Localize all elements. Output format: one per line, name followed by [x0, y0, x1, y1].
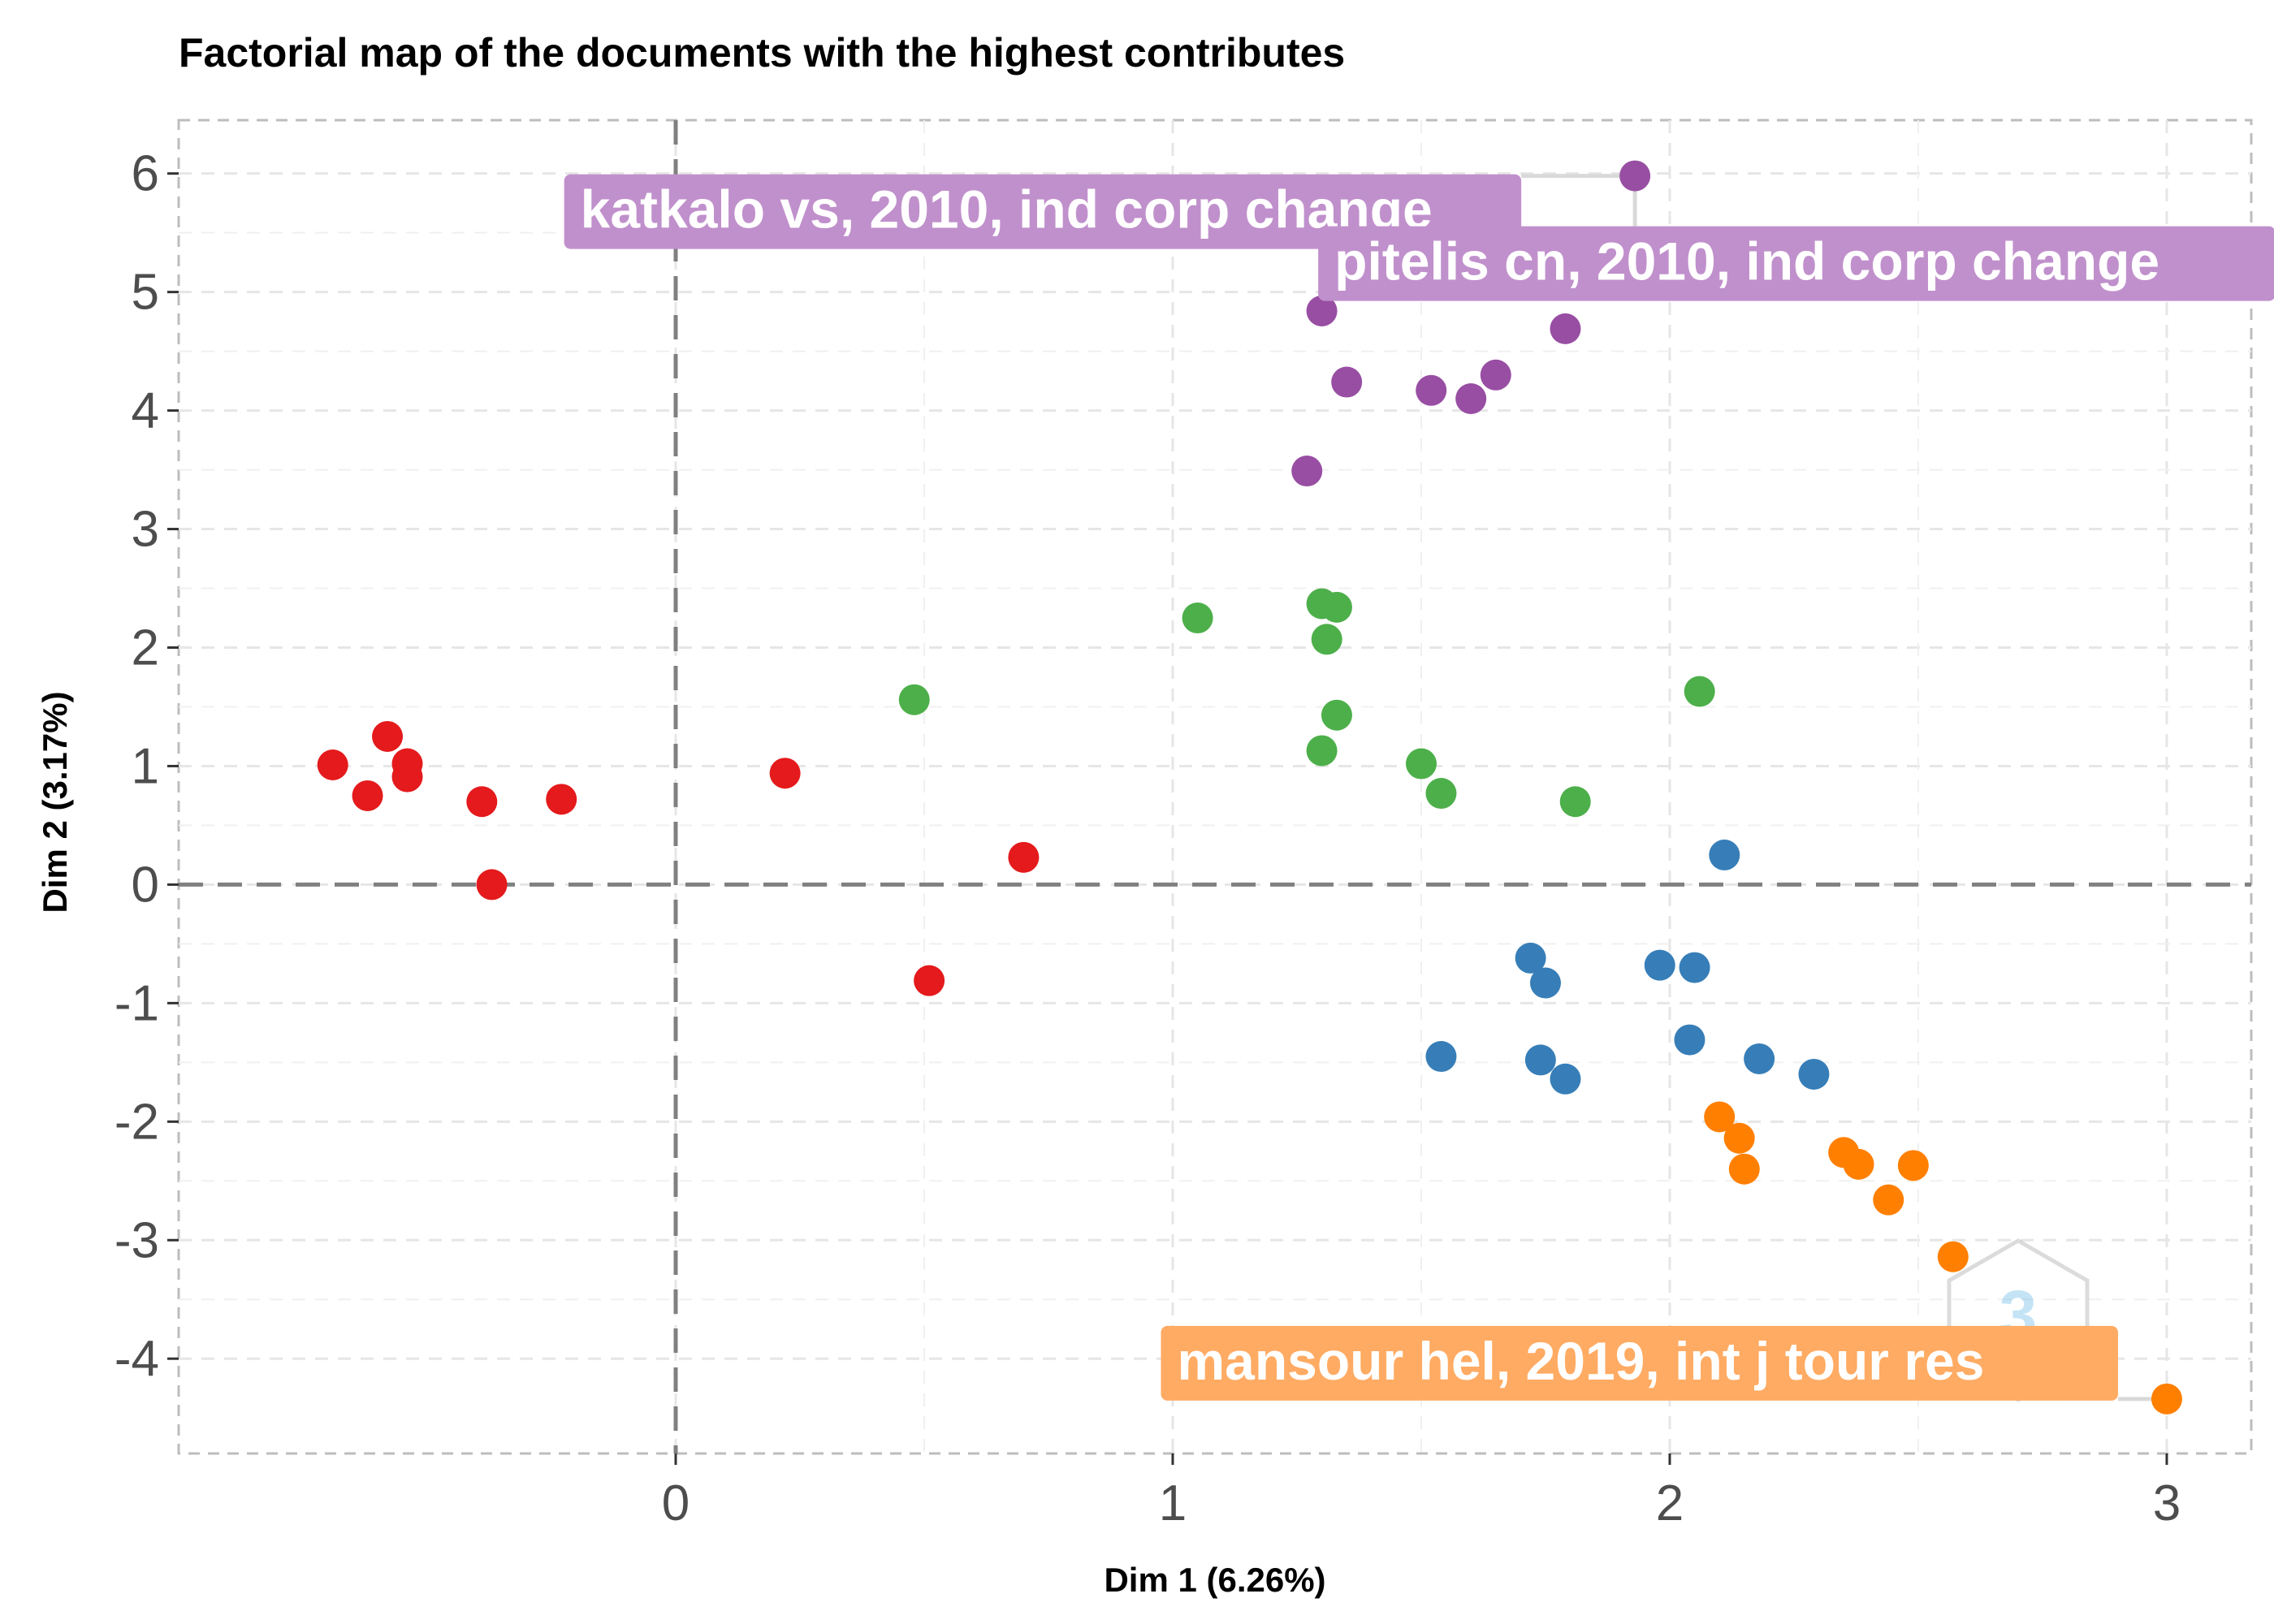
data-point: [1843, 1148, 1874, 1180]
chart-title: Factorial map of the documents with the …: [179, 30, 1346, 76]
data-point: [1321, 699, 1352, 731]
y-tick-label: -3: [115, 1212, 159, 1268]
data-point: [1416, 374, 1447, 406]
axes: 0 1 2 3 -4 -3 -2 -1 0 1 2 3 4 5 6: [115, 146, 2181, 1531]
data-point: [1644, 949, 1675, 981]
data-point: [1550, 1063, 1581, 1095]
x-tick-label: 2: [1656, 1475, 1684, 1531]
y-tick-label: -4: [115, 1331, 159, 1387]
y-tick-label: 0: [132, 857, 159, 913]
data-point: [1674, 1024, 1706, 1056]
y-tick-label: 3: [132, 502, 159, 558]
data-point: [1873, 1184, 1904, 1216]
annotation-labels: katkalo vs, 2010, ind corp changepitelis…: [564, 174, 2274, 1401]
data-point: [1008, 841, 1040, 873]
data-point: [1709, 839, 1740, 870]
grid-lines: [177, 119, 2253, 1455]
data-point: [769, 758, 801, 789]
x-axis-title: Dim 1 (6.26%): [1104, 1561, 1325, 1599]
plot-panel-border: [177, 119, 2253, 1455]
data-point: [1425, 1041, 1457, 1073]
data-point: [1619, 160, 1651, 192]
data-point: [1455, 382, 1487, 414]
data-point: [391, 761, 423, 793]
data-point: [1306, 735, 1338, 767]
data-point: [1306, 295, 1338, 326]
data-point: [914, 965, 945, 996]
data-point: [1728, 1153, 1760, 1185]
data-point: [476, 869, 508, 901]
data-point: [352, 780, 383, 811]
data-point: [1425, 778, 1457, 810]
data-point: [1480, 359, 1511, 391]
data-point: [1723, 1122, 1755, 1154]
data-point: [1331, 366, 1363, 398]
y-axis-title: Dim 2 (3.17%): [36, 691, 74, 913]
data-point: [1529, 967, 1561, 999]
data-point: [546, 784, 577, 815]
data-point: [1182, 603, 1213, 634]
reference-lines: [179, 120, 2251, 1453]
annotation-label-box: [564, 174, 1522, 249]
data-point: [1744, 1043, 1775, 1074]
annotation-label-text: pitelis cn, 2010, ind corp change: [1334, 231, 2159, 292]
data-point: [372, 720, 404, 752]
data-point: [1704, 1101, 1736, 1133]
data-point: [1937, 1241, 1969, 1272]
data-point: [1897, 1150, 1929, 1181]
x-tick-label: 3: [2153, 1475, 2181, 1531]
data-points: [317, 160, 2182, 1415]
data-point: [1515, 942, 1546, 974]
data-point: [1550, 313, 1581, 344]
y-tick-label: 5: [132, 265, 159, 321]
data-point: [317, 749, 348, 780]
annotation-label-box: [1318, 226, 2274, 301]
y-tick-label: 2: [132, 620, 159, 676]
y-tick-label: 1: [132, 738, 159, 794]
annotation-label-text: mansour hel, 2019, int j tour res: [1177, 1331, 1984, 1391]
data-point: [466, 786, 498, 818]
data-point: [2151, 1383, 2182, 1415]
annotation-leader-lines: [1521, 174, 2167, 1402]
annotation-label-text: katkalo vs, 2010, ind corp change: [581, 179, 1433, 240]
data-point: [1524, 1044, 1556, 1076]
y-tick-label: 4: [132, 383, 159, 439]
data-point: [1405, 748, 1437, 780]
data-point: [898, 684, 930, 715]
data-point: [1684, 676, 1715, 707]
y-tick-label: -1: [115, 975, 159, 1031]
data-point: [1679, 952, 1710, 983]
data-point: [1311, 624, 1342, 655]
y-tick-label: -2: [115, 1094, 159, 1150]
x-tick-label: 0: [662, 1475, 690, 1531]
data-point: [1291, 456, 1323, 487]
data-point: [1559, 786, 1591, 818]
annotation-label-box: [1161, 1325, 2118, 1401]
data-point: [1798, 1058, 1830, 1090]
x-tick-label: 1: [1159, 1475, 1187, 1531]
y-tick-label: 6: [132, 146, 159, 202]
data-point: [1321, 591, 1352, 623]
